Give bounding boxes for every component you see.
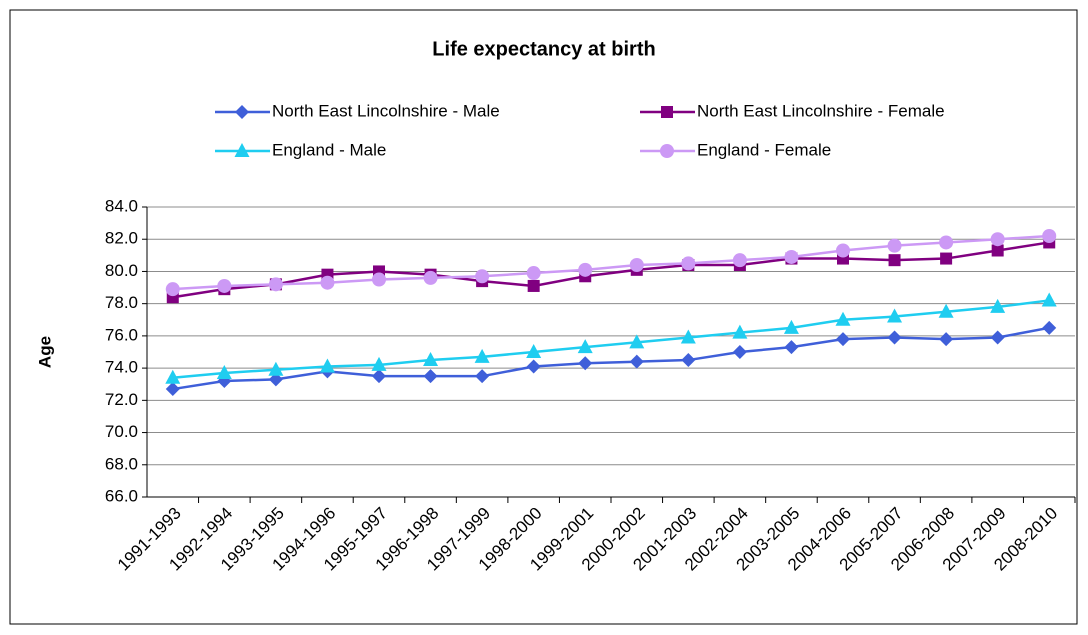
data-point: [835, 311, 851, 326]
data-point: [475, 369, 490, 384]
data-point: [216, 364, 232, 379]
data-point: [784, 340, 799, 355]
data-point: [423, 270, 438, 285]
data-point: [475, 269, 490, 284]
series-line: [172, 326, 1050, 391]
data-point: [526, 359, 541, 374]
legend-marker: [660, 144, 674, 158]
data-point: [836, 332, 850, 347]
data-point: [1041, 292, 1057, 307]
data-point: [940, 252, 953, 265]
data-point: [165, 282, 180, 297]
data-point: [680, 329, 696, 344]
legend-label: England - Female: [697, 140, 831, 159]
data-point: [629, 334, 645, 349]
data-point: [887, 238, 902, 253]
series-line: [172, 241, 1050, 299]
y-tick-label: 74.0: [105, 358, 138, 377]
y-tick-label: 80.0: [105, 261, 138, 280]
y-tick-label: 82.0: [105, 229, 138, 248]
data-point: [268, 361, 284, 376]
y-tick-label: 66.0: [105, 486, 138, 505]
data-point: [938, 303, 954, 318]
chart-title: Life expectancy at birth: [432, 38, 655, 60]
legend-label: North East Lincolnshire - Female: [697, 101, 945, 120]
data-point: [578, 356, 593, 371]
data-point: [1042, 320, 1057, 335]
data-point: [991, 244, 1004, 257]
data-point: [837, 252, 849, 265]
data-point: [268, 372, 283, 387]
data-point: [990, 330, 1005, 345]
data-point: [629, 354, 644, 369]
series-line: [172, 299, 1050, 380]
legend-marker: [234, 143, 250, 157]
y-tick-label: 72.0: [105, 390, 138, 409]
data-point: [836, 243, 850, 258]
data-point: [371, 356, 387, 371]
legend-label: North East Lincolnshire - Male: [272, 101, 500, 120]
legend-label: England - Male: [272, 140, 386, 159]
data-point: [217, 278, 232, 293]
y-tick-label: 76.0: [105, 325, 138, 344]
data-point: [784, 249, 799, 264]
data-point: [526, 266, 541, 281]
y-axis-label: Age: [35, 336, 54, 368]
data-point: [681, 353, 696, 368]
y-tick-label: 84.0: [105, 196, 138, 215]
data-point: [783, 319, 799, 334]
data-point: [577, 339, 593, 354]
data-point: [578, 262, 593, 277]
data-point: [423, 352, 439, 367]
data-point: [319, 358, 335, 373]
series-line: [172, 234, 1050, 291]
data-point: [527, 279, 540, 292]
data-point: [372, 272, 386, 287]
data-point: [732, 345, 747, 359]
y-tick-label: 70.0: [105, 422, 138, 441]
data-point: [887, 308, 903, 323]
data-point: [990, 298, 1006, 313]
data-point: [320, 275, 335, 290]
y-tick-label: 68.0: [105, 454, 138, 473]
data-point: [888, 254, 901, 267]
data-point: [526, 344, 542, 358]
legend-marker: [235, 105, 249, 119]
data-point: [939, 235, 954, 250]
data-point: [629, 258, 644, 272]
data-point: [732, 324, 748, 339]
legend-marker: [661, 106, 673, 118]
data-point: [732, 253, 747, 268]
data-point: [372, 369, 386, 384]
data-point: [268, 277, 283, 292]
data-point: [474, 348, 490, 363]
data-point: [681, 256, 696, 271]
data-point: [990, 232, 1005, 247]
data-point: [165, 382, 180, 397]
data-point: [887, 330, 902, 345]
data-point: [423, 369, 438, 384]
y-tick-label: 78.0: [105, 293, 138, 312]
data-point: [1042, 229, 1057, 243]
data-point: [165, 369, 181, 384]
data-point: [939, 332, 954, 347]
